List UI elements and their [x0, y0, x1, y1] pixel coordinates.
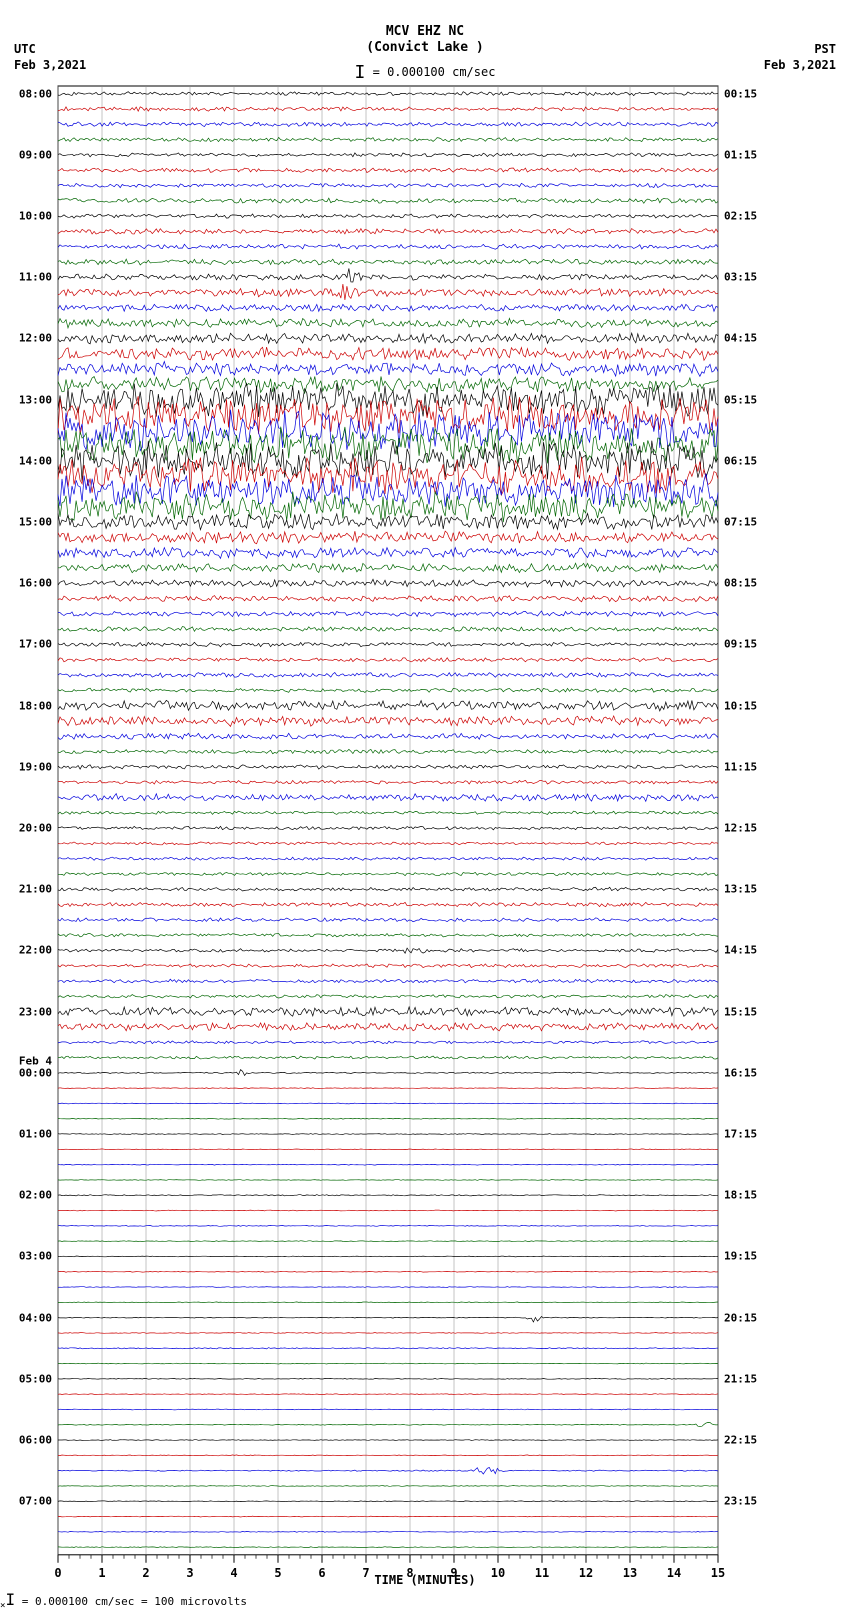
right-hour-label: 03:15: [724, 271, 757, 284]
left-hour-label: 23:00: [19, 1005, 52, 1018]
station-title: MCV EHZ NC: [0, 24, 850, 39]
left-hour-label: 09:00: [19, 148, 52, 161]
right-hour-label: 09:15: [724, 638, 757, 651]
left-hour-label: 20:00: [19, 822, 52, 835]
left-hour-label: 12:00: [19, 332, 52, 345]
left-hour-label: 11:00: [19, 271, 52, 284]
right-hour-label: 19:15: [724, 1250, 757, 1263]
right-hour-label: 06:15: [724, 454, 757, 467]
right-hour-label: 20:15: [724, 1311, 757, 1324]
left-hour-label: 01:00: [19, 1128, 52, 1141]
right-hour-label: 17:15: [724, 1128, 757, 1141]
right-hour-label: 05:15: [724, 393, 757, 406]
right-hour-label: 22:15: [724, 1434, 757, 1447]
scale-label: I = 0.000100 cm/sec: [0, 62, 850, 83]
left-hour-label: 19:00: [19, 760, 52, 773]
left-hour-label: 10:00: [19, 210, 52, 223]
left-hour-label: 18:00: [19, 699, 52, 712]
seismogram-svg: 0123456789101112131415: [58, 86, 718, 1595]
right-timezone: PST: [814, 42, 836, 56]
right-hour-label: 23:15: [724, 1495, 757, 1508]
right-hour-label: 07:15: [724, 516, 757, 529]
left-hour-label: 14:00: [19, 454, 52, 467]
right-hour-label: 08:15: [724, 577, 757, 590]
right-hour-label: 12:15: [724, 822, 757, 835]
left-hour-label: 07:00: [19, 1495, 52, 1508]
right-hour-label: 00:15: [724, 87, 757, 100]
right-hour-label: 16:15: [724, 1066, 757, 1079]
right-hour-label: 18:15: [724, 1189, 757, 1202]
right-hour-label: 11:15: [724, 760, 757, 773]
left-timezone: UTC: [14, 42, 36, 56]
left-hour-label: 16:00: [19, 577, 52, 590]
left-hour-label: 05:00: [19, 1372, 52, 1385]
left-time-labels: 08:00 09:00 10:00 11:00 12:00 13:00 14:00 15:00…: [0, 86, 56, 1556]
right-hour-label: 01:15: [724, 148, 757, 161]
right-time-labels: 00:15 01:15 02:15 03:15 04:15 05:15 06:15 07:15…: [720, 86, 776, 1556]
left-hour-label: 17:00: [19, 638, 52, 651]
right-hour-label: 21:15: [724, 1372, 757, 1385]
right-hour-label: 15:15: [724, 1005, 757, 1018]
right-hour-label: 02:15: [724, 210, 757, 223]
feb4-label: Feb 4: [19, 1054, 52, 1067]
right-date: Feb 3,2021: [764, 58, 836, 72]
right-hour-label: 04:15: [724, 332, 757, 345]
left-hour-label: 21:00: [19, 883, 52, 896]
left-hour-label: 22:00: [19, 944, 52, 957]
left-hour-label: 13:00: [19, 393, 52, 406]
right-hour-label: 10:15: [724, 699, 757, 712]
x-axis-label: TIME (MINUTES): [0, 1573, 850, 1587]
left-hour-label: 06:00: [19, 1434, 52, 1447]
left-hour-label: 04:00: [19, 1311, 52, 1324]
left-hour-label: 08:00: [19, 87, 52, 100]
left-hour-label: 02:00: [19, 1189, 52, 1202]
left-hour-label: 15:00: [19, 516, 52, 529]
seismogram-container: MCV EHZ NC (Convict Lake ) I = 0.000100 …: [0, 0, 850, 1613]
seismogram-plot: 0123456789101112131415: [58, 86, 718, 1556]
left-hour-label: 03:00: [19, 1250, 52, 1263]
footer-scale: ×I = 0.000100 cm/sec = 100 microvolts: [0, 1590, 247, 1611]
left-hour-label: 00:00: [19, 1066, 52, 1079]
location-title: (Convict Lake ): [0, 40, 850, 55]
right-hour-label: 13:15: [724, 883, 757, 896]
right-hour-label: 14:15: [724, 944, 757, 957]
left-date: Feb 3,2021: [14, 58, 86, 72]
